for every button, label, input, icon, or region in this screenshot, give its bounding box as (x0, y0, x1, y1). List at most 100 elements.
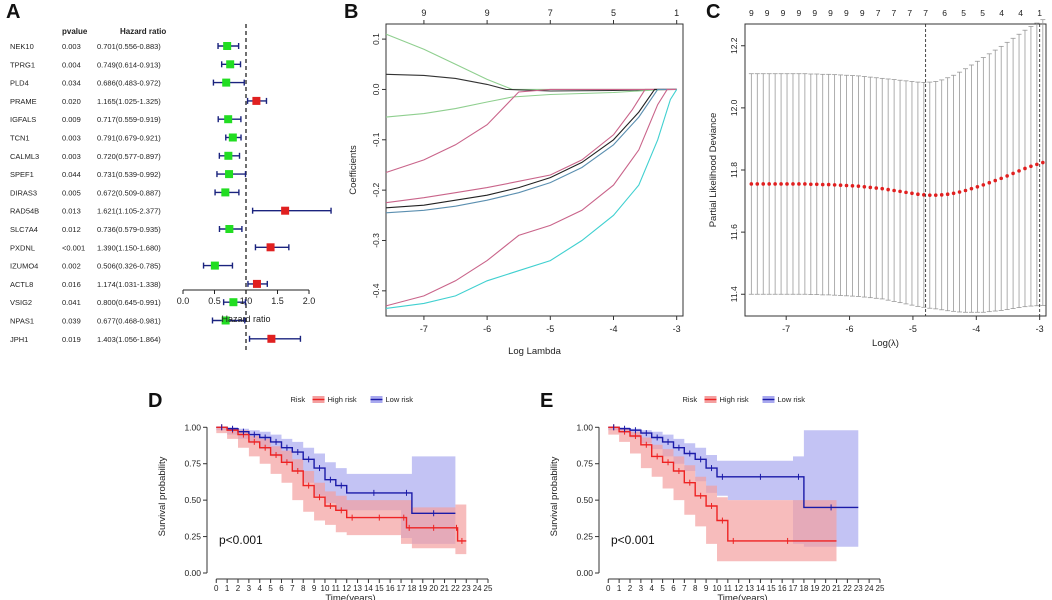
x-axis-title: Time(years) (717, 593, 767, 600)
gene-label: VSIG2 (10, 298, 32, 307)
deviance-point (1041, 160, 1045, 165)
x-tick-label: -5 (909, 324, 917, 334)
deviance-point (945, 192, 950, 197)
x-tick-label: 18 (407, 584, 416, 593)
deviance-point (939, 193, 944, 197)
x-tick-label: 12 (734, 584, 743, 593)
x-tick-label: 19 (418, 584, 427, 593)
top-tick-label: 9 (485, 8, 490, 18)
hazard-marker (225, 225, 234, 233)
legend-label-high: High risk (720, 395, 749, 404)
x-tick-label: 16 (778, 584, 787, 593)
x-tick-label: 0.0 (177, 296, 190, 306)
hazard-ratio-value: 0.720(0.577-0.897) (97, 152, 161, 161)
x-tick-label: 24 (473, 584, 482, 593)
top-tick-label: 7 (876, 8, 881, 18)
deviance-point (1029, 164, 1033, 169)
deviance-point (820, 182, 825, 187)
gene-label: JPH1 (10, 335, 28, 344)
deviance-point (969, 186, 974, 191)
x-axis-title: Hazard ratio (221, 314, 270, 324)
top-tick-label: 9 (828, 8, 833, 18)
legend-title: Risk (291, 395, 306, 404)
y-tick-label: 0.0 (371, 83, 381, 95)
deviance-point (862, 184, 867, 189)
deviance-point (922, 193, 926, 197)
top-tick-label: 9 (844, 8, 849, 18)
y-tick-label: 0.1 (371, 33, 381, 45)
top-tick-label: 5 (961, 8, 966, 18)
hazard-ratio-value: 0.749(0.614-0.913) (97, 60, 161, 69)
hazard-marker (266, 243, 275, 252)
x-tick-label: 15 (375, 584, 384, 593)
hazard-ratio-value: 0.686(0.483-0.972) (97, 79, 161, 88)
high-risk-curve (608, 426, 837, 542)
hazard-marker (281, 206, 290, 215)
x-tick-label: 23 (854, 584, 863, 593)
x-tick-label: -3 (673, 324, 681, 334)
gene-label: SPEF1 (10, 170, 34, 179)
x-tick-label: 24 (865, 584, 874, 593)
y-tick-label: 1.00 (184, 422, 201, 432)
deviance-point (850, 184, 855, 188)
y-tick-label: 1.00 (576, 422, 593, 432)
deviance-point (755, 182, 760, 186)
pvalue-value: 0.013 (62, 207, 81, 216)
survival-plot-d: 0.000.250.500.751.000 1 2 3 4 5 6 7 8 9 10 11 12 13 14… (157, 395, 493, 600)
x-tick-label: -7 (420, 324, 428, 334)
top-tick-label: 7 (923, 8, 928, 18)
legend-label-high: High risk (328, 395, 357, 404)
x-tick-label: 15 (767, 584, 776, 593)
forest-plot: pvalue Hazard ratio NEK10 0.003 0.701(0.556-… (10, 24, 332, 353)
deviance-point (910, 191, 914, 196)
pvalue-header: pvalue (62, 27, 88, 36)
deviance-point (826, 182, 831, 187)
hazard-marker (229, 298, 238, 307)
y-tick-label: -0.1 (371, 132, 381, 147)
deviance-point (868, 185, 873, 190)
x-tick-label: 4 (258, 584, 263, 593)
deviance-point (951, 191, 956, 196)
y-axis-title: Survival probability (157, 456, 168, 536)
high-risk-ci-band (608, 427, 837, 562)
hazard-marker (252, 279, 261, 288)
x-tick-label: 0 (606, 584, 611, 593)
x-tick-label: 9 (704, 584, 709, 593)
y-tick-label: 0.25 (184, 532, 201, 542)
x-tick-label: 17 (789, 584, 798, 593)
deviance-point (892, 188, 896, 193)
x-tick-label: 11 (724, 584, 733, 593)
deviance-point (987, 180, 992, 185)
top-tick-label: 7 (548, 8, 553, 18)
y-tick-label: 0.25 (576, 532, 593, 542)
coefficient-path (385, 88, 665, 118)
y-tick-label: -0.4 (371, 283, 381, 298)
pvalue-value: 0.009 (62, 115, 81, 124)
deviance-point (803, 182, 807, 186)
x-tick-label: 6 (671, 584, 676, 593)
pvalue-value: 0.003 (62, 134, 81, 143)
gene-label: NPAS1 (10, 317, 34, 326)
y-tick-label: 12.0 (729, 99, 739, 116)
x-tick-label: -3 (1036, 324, 1044, 334)
hazard-marker (252, 96, 261, 105)
pvalue-value: 0.016 (62, 280, 81, 289)
legend-label-low: Low risk (386, 395, 414, 404)
pvalue-value: 0.003 (62, 42, 81, 51)
deviance-point (1035, 162, 1039, 167)
hazard-ratio-value: 0.506(0.326-0.785) (97, 262, 161, 271)
pvalue-value: 0.041 (62, 298, 81, 307)
y-tick-label: 0.00 (576, 568, 593, 578)
deviance-point (791, 182, 795, 186)
coefficient-path (385, 88, 677, 307)
deviance-point (933, 193, 938, 197)
top-tick-label: 9 (765, 8, 770, 18)
deviance-point (761, 182, 766, 186)
x-tick-label: 21 (832, 584, 841, 593)
x-tick-label: 9 (312, 584, 317, 593)
pvalue-value: 0.012 (62, 225, 81, 234)
x-axis-title: Log(λ) (872, 338, 899, 349)
deviance-point (904, 190, 908, 195)
top-tick-label: 7 (907, 8, 912, 18)
x-tick-label: -5 (546, 324, 554, 334)
